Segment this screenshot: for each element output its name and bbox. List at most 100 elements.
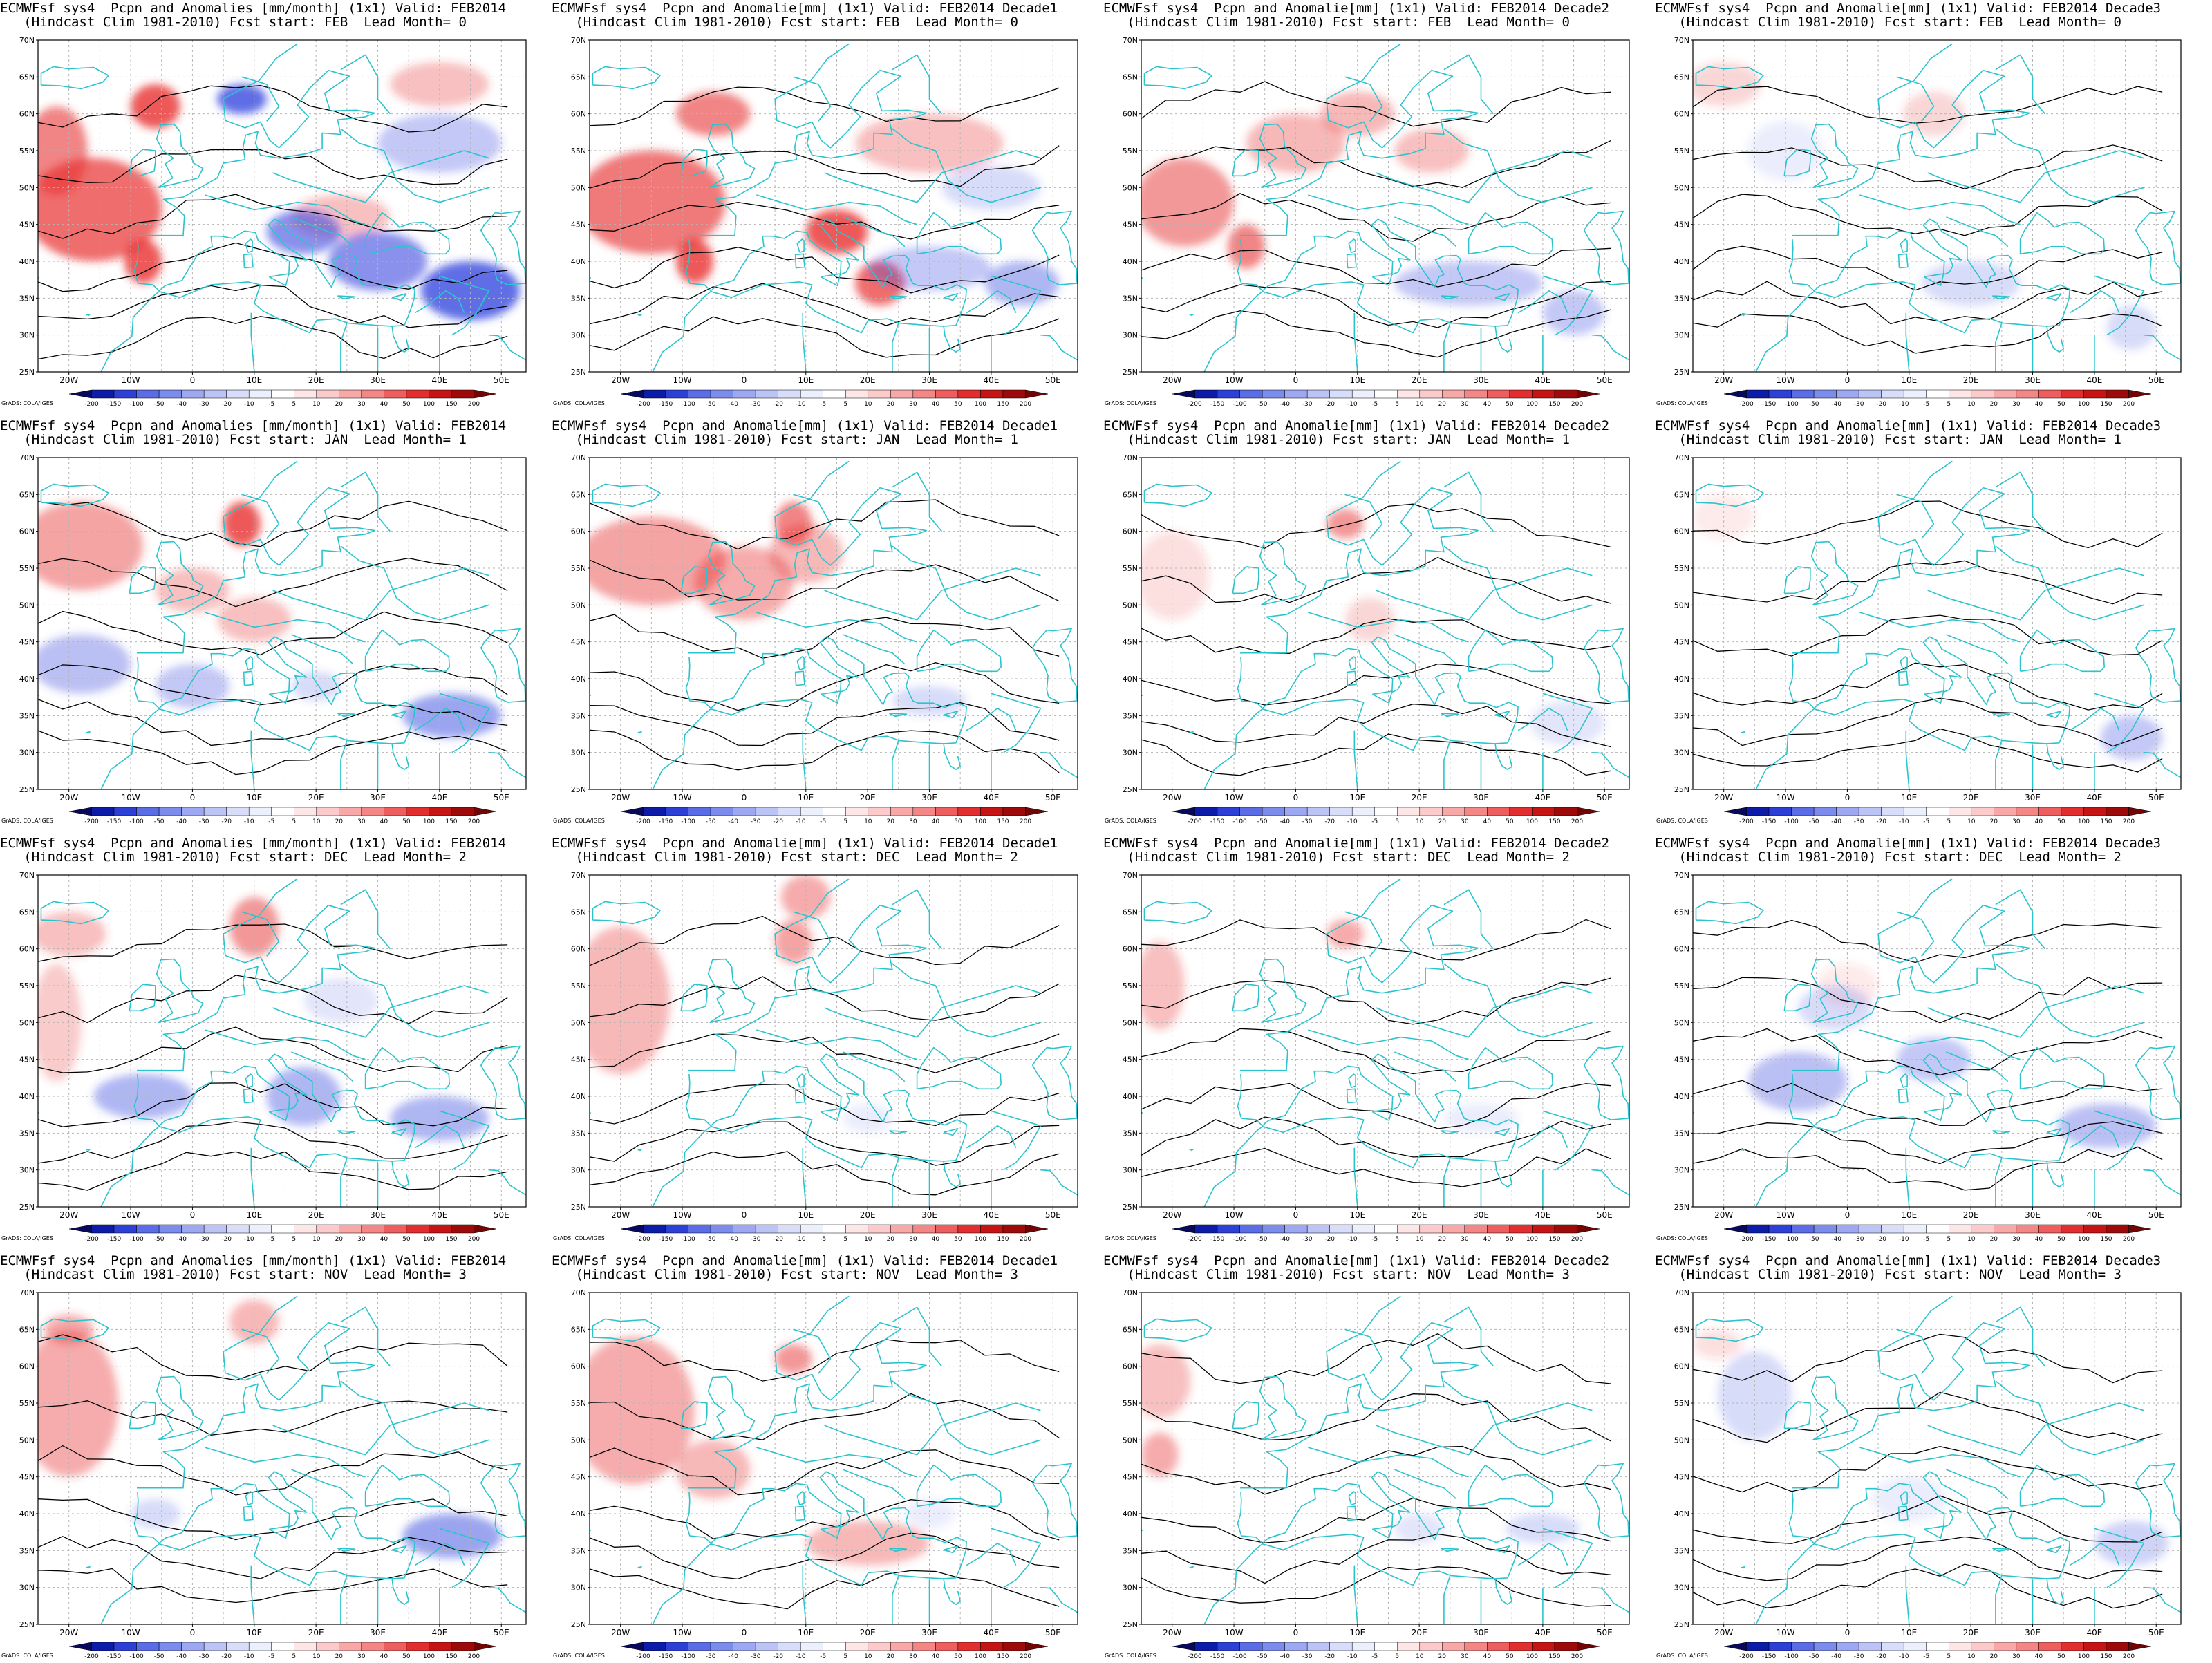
colorbar-level-label: -200	[636, 1653, 650, 1659]
colorbar-level-label: -200	[636, 1236, 650, 1241]
panel-subtitle: (Hindcast Clim 1981-2010) Fcst start: JA…	[552, 432, 1018, 447]
lat-tick-label: 70N	[571, 453, 586, 462]
lon-tick-label: 40E	[431, 1210, 447, 1220]
colorbar-level-label: -150	[1762, 401, 1777, 406]
lon-tick-label: 20W	[1714, 793, 1733, 802]
lat-tick-label: 65N	[571, 908, 586, 917]
colorbar-swatch	[1194, 1642, 1218, 1651]
forecast-panel: ECMWFsf sys4 Pcpn and Anomalie[mm] (1x1)…	[552, 0, 1087, 411]
colorbar-level-label: 30	[1461, 818, 1469, 824]
colorbar-level-label: -150	[107, 818, 122, 824]
lat-tick-label: 35N	[1674, 1129, 1689, 1138]
colorbar-level-label: -30	[199, 1653, 209, 1659]
colorbar-level-label: -20	[1324, 818, 1335, 824]
lat-tick-label: 65N	[1123, 1325, 1138, 1334]
lon-tick-label: 50E	[2148, 1628, 2164, 1637]
colorbar-swatch	[1284, 807, 1308, 816]
precip-contours	[590, 1339, 1060, 1610]
colorbar-level-label: -30	[1854, 818, 1864, 824]
panel-title: ECMWFsf sys4 Pcpn and Anomalie[mm] (1x1)…	[552, 1, 1058, 16]
colorbar-swatch	[2128, 389, 2152, 399]
colorbar-swatch	[248, 1642, 272, 1651]
grads-credit: GrADS: COLA/IGES	[553, 1235, 605, 1241]
colorbar: -200 -150 -100 -50 -40 -30 -20 -10 -5 5 10 20 30 40 50…	[553, 807, 1049, 824]
lon-tick-label: 10E	[246, 1628, 262, 1637]
forecast-panel: ECMWFsf sys4 Pcpn and Anomalie[mm] (1x1)…	[552, 417, 1087, 828]
colorbar-swatch	[339, 1224, 362, 1234]
colorbar-swatch	[1532, 807, 1555, 816]
colorbar-swatch	[1813, 1224, 1837, 1234]
forecast-panel: ECMWFsf sys4 Pcpn and Anomalie[mm] (1x1)…	[1103, 0, 1638, 411]
colorbar-level-label: 150	[997, 1653, 1009, 1659]
forecast-panel: ECMWFsf sys4 Pcpn and Anomalies [mm/mont…	[0, 417, 535, 828]
colorbar-swatch	[710, 1642, 733, 1651]
colorbar-level-label: -40	[1831, 1653, 1841, 1659]
lat-tick-label: 35N	[19, 294, 35, 303]
lat-tick-label: 70N	[1674, 1288, 1689, 1297]
coastlines-borders	[38, 878, 526, 1207]
colorbar-level-label: -20	[1324, 401, 1335, 406]
colorbar-swatch	[1813, 389, 1837, 399]
colorbar-level-label: -30	[1302, 1653, 1313, 1659]
lat-tick-label: 70N	[1674, 871, 1689, 880]
colorbar-swatch	[823, 807, 846, 816]
colorbar-level-label: -40	[1831, 818, 1841, 824]
colorbar-level-label: -40	[176, 818, 187, 824]
grads-credit: GrADS: COLA/IGES	[1, 818, 53, 824]
panel-subtitle: (Hindcast Clim 1981-2010) Fcst start: NO…	[0, 1267, 467, 1282]
lat-tick-label: 30N	[19, 1166, 35, 1175]
colorbar-swatch	[1903, 807, 1927, 816]
colorbar-swatch	[1374, 1224, 1398, 1234]
colorbar-level-label: 20	[887, 401, 895, 406]
forecast-panel: ECMWFsf sys4 Pcpn and Anomalie[mm] (1x1)…	[1103, 835, 1638, 1246]
colorbar-level-label: -5	[1371, 1236, 1378, 1241]
colorbar-level-label: -10	[1899, 1653, 1909, 1659]
colorbar-swatch	[733, 389, 756, 399]
colorbar-swatch	[91, 1642, 115, 1651]
lat-tick-label: 70N	[1674, 453, 1689, 462]
negative-anomaly-area	[217, 84, 267, 114]
colorbar-level-label: -100	[129, 401, 144, 406]
colorbar-swatch	[1577, 1224, 1600, 1234]
colorbar-swatch	[226, 389, 250, 399]
colorbar-swatch	[957, 1224, 981, 1234]
colorbar-level-label: 5	[1947, 401, 1951, 406]
positive-anomaly-area	[38, 964, 82, 1082]
colorbar: -200 -150 -100 -50 -40 -30 -20 -10 -5 5 10 20 30 40 50…	[1, 807, 497, 824]
colorbar-level-label: 40	[932, 1236, 940, 1241]
anomaly-shading	[38, 458, 526, 789]
colorbar-level-label: 10	[312, 818, 321, 824]
colorbar-swatch	[868, 1224, 891, 1234]
colorbar-level-label: -200	[84, 401, 99, 406]
colorbar-swatch	[429, 1224, 452, 1234]
colorbar-level-label: -40	[728, 401, 738, 406]
colorbar-swatch	[1858, 807, 1882, 816]
graticule	[1141, 40, 1629, 372]
lat-tick-label: 40N	[19, 257, 35, 266]
lon-tick-label: 10E	[1901, 375, 1917, 385]
lat-tick-label: 50N	[571, 183, 586, 192]
lon-tick-label: 20W	[1714, 375, 1733, 385]
lat-tick-label: 55N	[1674, 564, 1689, 573]
lon-tick-label: 40E	[983, 793, 999, 802]
colorbar-level-label: 40	[1483, 401, 1492, 406]
grads-credit: GrADS: COLA/IGES	[1, 1653, 53, 1659]
colorbar: -200 -150 -100 -50 -40 -30 -20 -10 -5 5 10 20 30 40 50…	[1105, 389, 1600, 406]
colorbar-swatch	[2038, 389, 2062, 399]
lon-tick-label: 50E	[1597, 793, 1613, 802]
lat-tick-label: 25N	[571, 1203, 586, 1212]
colorbar-swatch	[226, 1642, 250, 1651]
colorbar-swatch	[226, 1224, 250, 1234]
colorbar-level-label: 20	[1990, 1236, 1998, 1241]
lat-tick-label: 50N	[19, 601, 35, 610]
lon-tick-label: 10W	[121, 1628, 140, 1637]
colorbar-swatch	[1971, 807, 1994, 816]
colorbar-swatch	[474, 389, 497, 399]
lat-tick-label: 30N	[571, 1166, 586, 1175]
lat-tick-label: 40N	[1123, 675, 1138, 684]
lon-tick-label: 50E	[1045, 793, 1061, 802]
colorbar-swatch	[755, 389, 778, 399]
colorbar-swatch	[620, 807, 644, 816]
lat-tick-label: 30N	[571, 749, 586, 758]
lon-tick-label: 20E	[860, 1210, 876, 1220]
